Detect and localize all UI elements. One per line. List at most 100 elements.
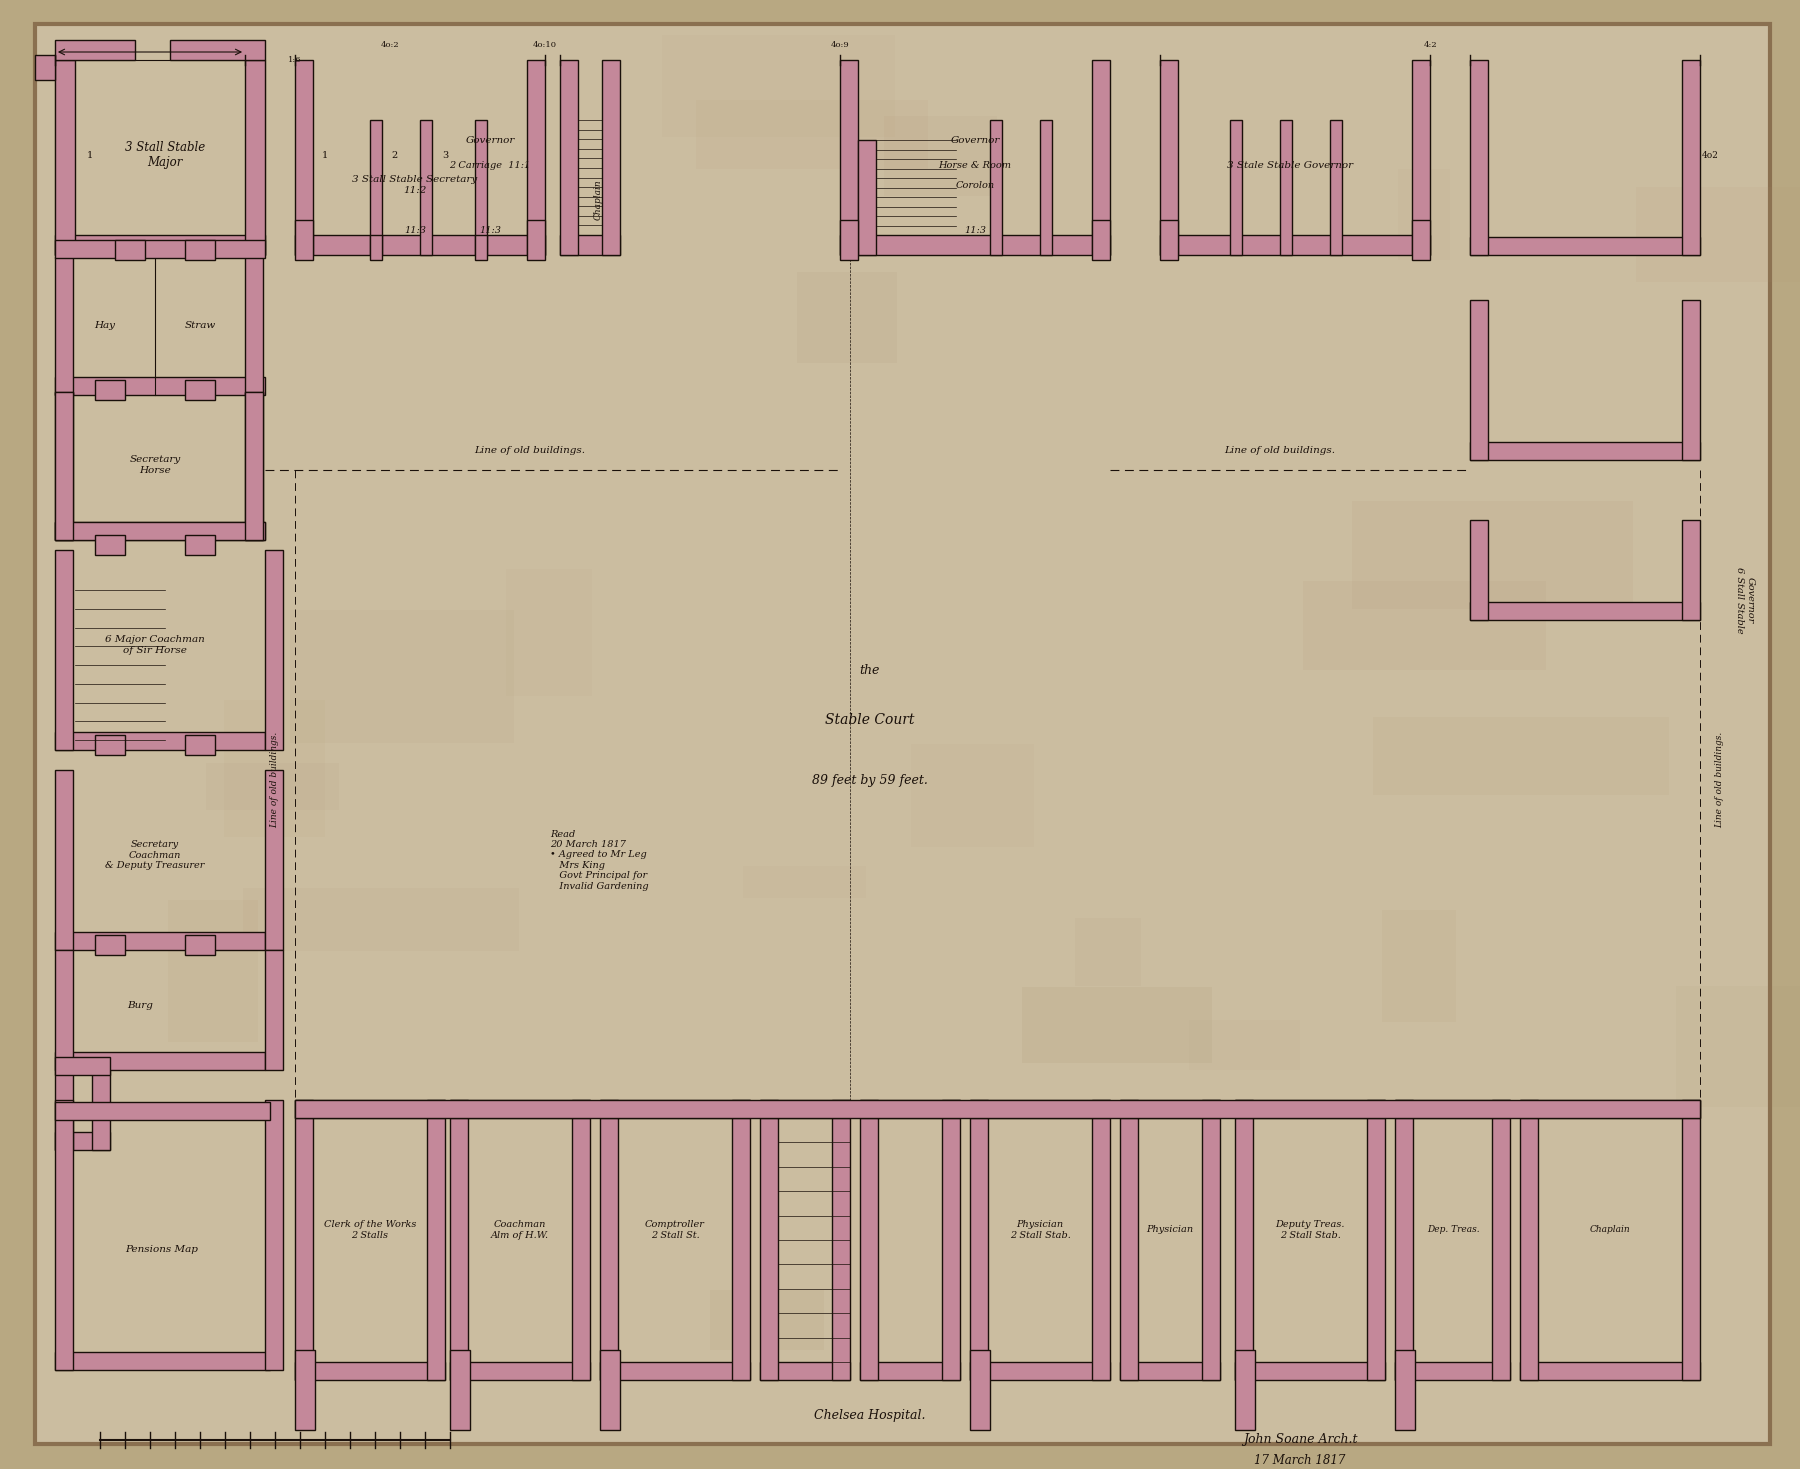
Bar	[95, 734, 124, 755]
Bar	[1681, 1100, 1699, 1379]
Bar	[1519, 1362, 1699, 1379]
Bar	[911, 743, 1033, 848]
Text: 4o:2: 4o:2	[380, 41, 400, 48]
Text: Dep. Treas.: Dep. Treas.	[1427, 1225, 1480, 1234]
Bar	[841, 60, 859, 256]
Text: 3 Stall Stable
Major: 3 Stall Stable Major	[124, 141, 205, 169]
Text: John Soane Arch.t: John Soane Arch.t	[1242, 1434, 1357, 1447]
Bar	[56, 239, 265, 259]
Text: Line of old buildings.: Line of old buildings.	[1715, 732, 1724, 829]
Bar	[1235, 1362, 1384, 1379]
Text: Governor
6 Stall Stable: Governor 6 Stall Stable	[1735, 567, 1755, 633]
Text: Secretary
Coachman
& Deputy Treasurer: Secretary Coachman & Deputy Treasurer	[106, 840, 205, 870]
Bar	[560, 235, 619, 256]
Bar	[450, 1362, 590, 1379]
Bar	[1366, 1100, 1384, 1379]
Bar	[1053, 220, 1147, 298]
Text: 3 Stall Stable Secretary
11:2: 3 Stall Stable Secretary 11:2	[353, 175, 477, 195]
Text: Physician: Physician	[1147, 1225, 1193, 1234]
Bar	[56, 392, 74, 541]
Bar	[1159, 60, 1177, 256]
Bar	[56, 521, 265, 541]
Text: Deputy Treas.
2 Stall Stab.: Deputy Treas. 2 Stall Stab.	[1274, 1221, 1345, 1240]
Bar	[970, 1100, 1111, 1118]
Bar	[599, 1100, 751, 1118]
Bar	[841, 235, 1111, 256]
Bar	[506, 570, 592, 695]
Bar	[205, 762, 340, 809]
Text: 1: 1	[86, 150, 94, 160]
Text: 6 Major Coachman
of Sir Horse: 6 Major Coachman of Sir Horse	[104, 635, 205, 655]
Bar	[265, 549, 283, 751]
Bar	[295, 235, 545, 256]
Bar	[216, 733, 320, 814]
Bar	[527, 220, 545, 260]
Bar	[450, 1350, 470, 1429]
Bar	[1202, 1100, 1220, 1379]
Text: Stable Court: Stable Court	[824, 712, 914, 727]
Bar	[95, 380, 124, 400]
Bar	[1190, 1019, 1300, 1069]
Bar	[56, 732, 265, 751]
Bar	[1235, 1100, 1384, 1118]
Bar	[1352, 501, 1633, 608]
Bar	[1471, 602, 1699, 620]
Bar	[265, 1100, 283, 1371]
Bar	[1676, 986, 1800, 1108]
Bar	[1492, 1100, 1510, 1379]
Bar	[427, 1100, 445, 1379]
Text: 2: 2	[392, 150, 398, 160]
Text: Clerk of the Works
2 Stalls: Clerk of the Works 2 Stalls	[324, 1221, 416, 1240]
Bar	[711, 1290, 824, 1350]
Bar	[56, 1102, 270, 1119]
Text: Line of old buildings.: Line of old buildings.	[1224, 445, 1336, 454]
Bar	[450, 1100, 468, 1379]
Bar	[1120, 1100, 1220, 1118]
Bar	[92, 1069, 110, 1150]
Text: 17 March 1817: 17 March 1817	[1255, 1453, 1346, 1466]
Bar	[56, 392, 74, 541]
Text: 4o:9: 4o:9	[830, 41, 850, 48]
Bar	[1395, 1350, 1415, 1429]
Text: 2 Carriage  11:1: 2 Carriage 11:1	[450, 160, 531, 169]
Bar	[295, 1350, 315, 1429]
Bar	[185, 934, 214, 955]
Bar	[1399, 169, 1449, 260]
Bar	[1395, 1362, 1510, 1379]
Bar	[185, 239, 214, 260]
Bar	[1395, 1100, 1510, 1118]
Bar	[185, 734, 214, 755]
Text: the: the	[860, 664, 880, 677]
Bar	[1471, 442, 1699, 460]
Bar	[760, 1100, 778, 1379]
Text: 1:6: 1:6	[288, 56, 302, 65]
Bar	[832, 1100, 850, 1379]
Bar	[245, 60, 265, 256]
Bar	[884, 116, 997, 195]
Bar	[56, 770, 74, 950]
Bar	[1022, 987, 1211, 1062]
Bar	[601, 60, 619, 256]
Bar	[56, 257, 74, 395]
Bar	[290, 610, 515, 743]
Bar	[1075, 918, 1141, 986]
Bar	[990, 120, 1003, 256]
Bar	[860, 1100, 959, 1118]
Text: Governor: Governor	[466, 135, 515, 144]
Bar	[56, 549, 74, 751]
Bar	[1235, 1100, 1253, 1379]
Bar	[841, 220, 859, 260]
Bar	[243, 889, 520, 950]
Bar	[419, 120, 432, 256]
Bar	[295, 1362, 445, 1379]
Bar	[295, 60, 313, 256]
Bar	[1040, 120, 1051, 256]
Bar	[115, 239, 146, 260]
Bar	[295, 1100, 1699, 1118]
Bar	[1093, 60, 1111, 256]
Text: Governor: Governor	[950, 135, 999, 144]
Bar	[475, 235, 488, 260]
Text: 89 feet by 59 feet.: 89 feet by 59 feet.	[812, 774, 929, 786]
Bar	[1229, 120, 1242, 256]
Bar	[1519, 1100, 1699, 1118]
